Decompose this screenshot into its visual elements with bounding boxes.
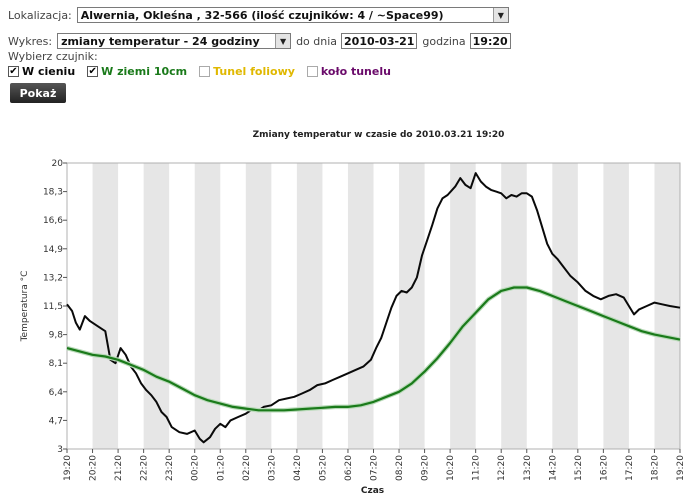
x-tick-label: 03:20 bbox=[267, 455, 277, 481]
y-tick-label: 14,9 bbox=[43, 245, 63, 255]
x-tick-label: 18:20 bbox=[650, 455, 660, 481]
x-tick-label: 04:20 bbox=[293, 455, 303, 481]
hour-label: godzina bbox=[422, 34, 466, 48]
sensor-checkbox-tunnel[interactable]: Tunel foliowy bbox=[199, 65, 295, 78]
y-tick-label: 16,6 bbox=[43, 216, 63, 226]
series-line-shade bbox=[66, 172, 681, 444]
sensor-label-row: Wybierz czujnik: bbox=[8, 50, 98, 63]
sensor-checkbox-soil[interactable]: ✔ W ziemi 10cm bbox=[87, 65, 187, 78]
x-tick-label: 22:20 bbox=[140, 455, 150, 481]
grid-band bbox=[194, 163, 221, 449]
x-axis-label: Czas bbox=[361, 486, 384, 496]
y-tick-label: 20 bbox=[52, 159, 64, 169]
date-label: do dnia bbox=[296, 34, 338, 48]
checkbox-checked-icon[interactable]: ✔ bbox=[87, 65, 99, 77]
x-tick-label: 00:20 bbox=[191, 455, 201, 481]
chevron-down-icon[interactable]: ▼ bbox=[275, 34, 291, 48]
x-tick-label: 06:20 bbox=[344, 455, 354, 481]
grid-band bbox=[603, 163, 629, 449]
y-tick-label: 4,7 bbox=[49, 416, 63, 426]
x-tick-label: 07:20 bbox=[370, 455, 380, 481]
x-tick-label: 20:20 bbox=[89, 455, 99, 481]
sensor-label-tunnel: Tunel foliowy bbox=[213, 65, 295, 78]
location-value: Alwernia, Okleśna , 32-566 (ilość czujni… bbox=[80, 8, 444, 22]
hour-input[interactable]: 19:20 bbox=[469, 33, 511, 49]
checkbox-checked-icon[interactable]: ✔ bbox=[8, 65, 19, 77]
grid-band bbox=[143, 163, 170, 449]
grid-band bbox=[296, 163, 323, 449]
sensor-checkbox-shade[interactable]: ✔ W cieniu bbox=[8, 65, 75, 78]
x-tick-label: 08:20 bbox=[395, 455, 405, 481]
series-line-soil bbox=[66, 286, 681, 412]
x-tick-label: 09:20 bbox=[421, 455, 431, 481]
x-tick-label: 19:20 bbox=[676, 455, 686, 481]
chart-type-value: zmiany temperatur - 24 godziny bbox=[61, 34, 260, 48]
location-select[interactable]: Alwernia, Okleśna , 32-566 (ilość czujni… bbox=[76, 7, 509, 23]
x-tick-label: 10:20 bbox=[446, 455, 456, 481]
chart-title: Zmiany temperatur w czasie do 2010.03.21… bbox=[253, 130, 505, 140]
x-tick-label: 19:20 bbox=[63, 455, 73, 481]
y-tick-label: 6,4 bbox=[49, 388, 64, 398]
x-tick-label: 05:20 bbox=[318, 455, 328, 481]
y-tick-label: 9,8 bbox=[49, 331, 64, 341]
checkbox-unchecked-icon[interactable] bbox=[199, 66, 211, 77]
date-input[interactable]: 2010-03-21 bbox=[341, 33, 418, 49]
x-tick-label: 01:20 bbox=[216, 455, 226, 481]
sensor-checkboxes: ✔ W cieniu ✔ W ziemi 10cm Tunel foliowy … bbox=[8, 65, 403, 78]
x-tick-label: 02:20 bbox=[242, 455, 252, 481]
x-tick-label: 17:20 bbox=[625, 455, 635, 481]
x-tick-label: 12:20 bbox=[497, 455, 507, 481]
grid-band bbox=[92, 163, 119, 449]
sensor-label: Wybierz czujnik: bbox=[8, 50, 98, 63]
x-tick-label: 11:20 bbox=[472, 455, 482, 481]
chart-type-select[interactable]: zmiany temperatur - 24 godziny ▼ bbox=[57, 33, 292, 49]
chart-options-row: Wykres: zmiany temperatur - 24 godziny ▼… bbox=[8, 33, 511, 49]
x-tick-label: 21:20 bbox=[114, 455, 124, 481]
show-button[interactable]: Pokaż bbox=[10, 83, 66, 103]
location-label: Lokalizacja: bbox=[8, 8, 72, 22]
x-tick-label: 13:20 bbox=[523, 455, 533, 481]
sensor-label-soil: W ziemi 10cm bbox=[101, 65, 188, 78]
y-tick-label: 3 bbox=[57, 445, 63, 455]
grid-band bbox=[399, 163, 425, 449]
grid-band bbox=[450, 163, 476, 449]
checkbox-unchecked-icon[interactable] bbox=[306, 66, 318, 77]
y-axis-label: Temperatura °C bbox=[20, 271, 30, 343]
chevron-down-icon[interactable]: ▼ bbox=[492, 8, 508, 22]
x-tick-label: 16:20 bbox=[599, 455, 609, 481]
x-tick-label: 15:20 bbox=[574, 455, 584, 481]
y-tick-label: 18,3 bbox=[43, 188, 63, 198]
grid-band bbox=[245, 163, 272, 449]
y-tick-label: 8,1 bbox=[49, 359, 63, 369]
chart-label: Wykres: bbox=[8, 34, 53, 48]
y-tick-label: 11,5 bbox=[43, 302, 63, 312]
sensor-checkbox-near-tunnel[interactable]: koło tunelu bbox=[306, 65, 391, 78]
location-row: Lokalizacja: Alwernia, Okleśna , 32-566 … bbox=[8, 7, 509, 23]
grid-band bbox=[501, 163, 527, 449]
sensor-label-near-tunnel: koło tunelu bbox=[320, 65, 391, 78]
y-tick-label: 13,2 bbox=[43, 273, 63, 283]
x-tick-label: 23:20 bbox=[165, 455, 175, 481]
sensor-label-shade: W cieniu bbox=[22, 65, 76, 78]
x-tick-label: 14:20 bbox=[548, 455, 558, 481]
